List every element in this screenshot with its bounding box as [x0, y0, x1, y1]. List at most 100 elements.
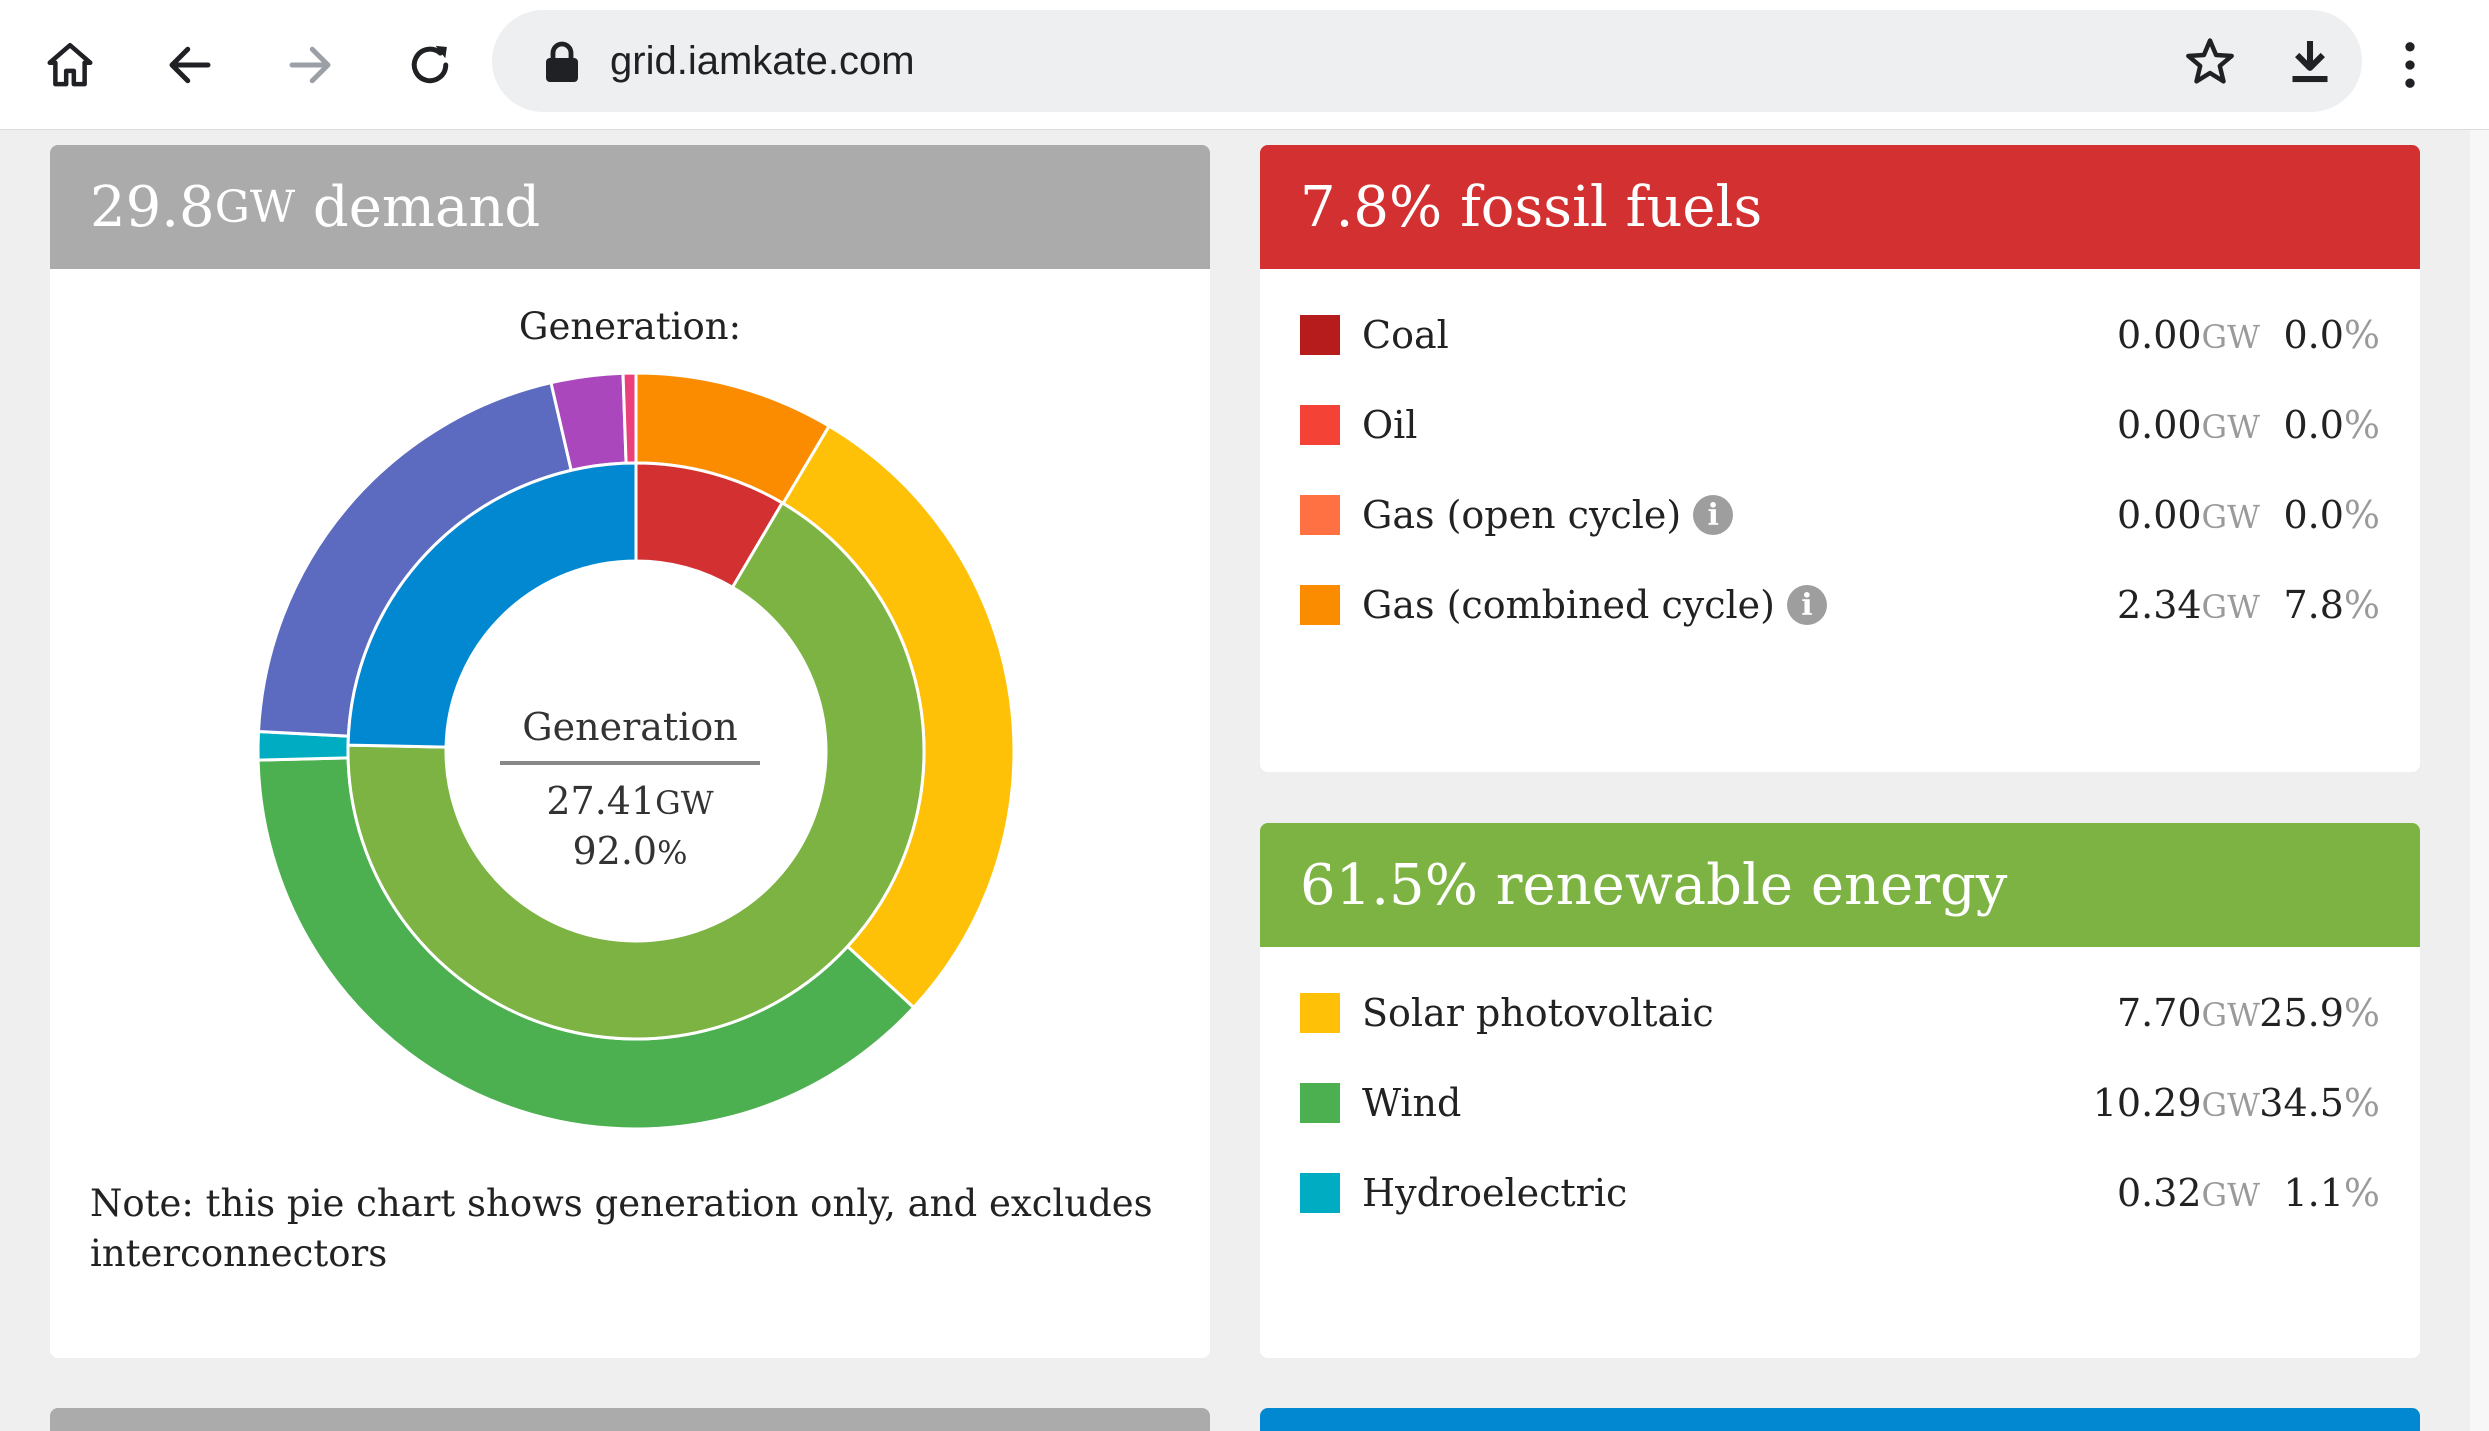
legend-pct-unit: %	[2343, 1081, 2380, 1125]
legend-swatch	[1300, 585, 1340, 625]
download-icon[interactable]	[2282, 34, 2338, 90]
generation-donut-chart	[256, 371, 1016, 1131]
legend-gw: 10.29GW	[2093, 1081, 2260, 1125]
next-card-left-header	[50, 1408, 1210, 1431]
legend-pct-unit: %	[2343, 991, 2380, 1035]
legend-pct: 7.8%	[2283, 583, 2380, 627]
legend-gw: 0.00GW	[2117, 313, 2260, 357]
legend-label: Coal	[1362, 313, 1449, 357]
legend-pct-value: 0.0	[2283, 403, 2344, 447]
legend-pct: 0.0%	[2283, 493, 2380, 537]
more-vert-icon	[2405, 42, 2415, 88]
outer-slice-segment-7[interactable]	[621, 371, 638, 465]
donut-center-label: Generation 27.41GW 92.0%	[450, 705, 810, 877]
legend-pct-value: 0.0	[2283, 313, 2344, 357]
home-button[interactable]	[35, 30, 105, 100]
center-pct-line: 92.0%	[450, 827, 810, 877]
legend-gw-unit: GW	[2201, 408, 2260, 446]
legend-pct-value: 7.8	[2283, 583, 2344, 627]
outer-ring	[256, 371, 1016, 1131]
demand-unit: GW	[214, 181, 296, 233]
legend-label: Solar photovoltaic	[1362, 991, 1714, 1035]
legend-label-text: Gas (combined cycle)	[1362, 583, 1775, 627]
legend-gw-value: 10.29	[2092, 1081, 2202, 1125]
next-card-right-header	[1260, 1408, 2420, 1431]
legend-swatch	[1300, 315, 1340, 355]
legend-label: Gas (combined cycle) i	[1362, 583, 1827, 627]
legend-label-text: Gas (open cycle)	[1362, 493, 1682, 537]
legend-swatch	[1300, 993, 1340, 1033]
legend-row-gas-open-cycle: Gas (open cycle) i 0.00GW 0.0%	[1300, 485, 2380, 545]
center-divider	[500, 761, 760, 765]
legend-row-hydroelectric: Hydroelectric 0.32GW 1.1%	[1300, 1163, 2380, 1223]
legend-pct-unit: %	[2343, 493, 2380, 537]
legend-pct-value: 25.9	[2259, 991, 2344, 1035]
legend-row-coal: Coal 0.00GW 0.0%	[1300, 305, 2380, 365]
legend-label: Oil	[1362, 403, 1417, 447]
generation-title: Generation:	[518, 305, 742, 348]
legend-pct-value: 1.1	[2283, 1171, 2344, 1215]
legend-gw: 2.34GW	[2117, 583, 2260, 627]
legend-pct: 0.0%	[2283, 313, 2380, 357]
demand-value: 29.8	[90, 174, 215, 240]
info-icon[interactable]: i	[1693, 495, 1734, 535]
inner-slice-other[interactable]	[346, 461, 638, 749]
legend-pct-unit: %	[2343, 313, 2380, 357]
center-value: 27.41	[546, 779, 656, 823]
legend-pct-value: 34.5	[2259, 1081, 2344, 1125]
legend-label: Gas (open cycle) i	[1362, 493, 1734, 537]
legend-row-gas-combined-cycle: Gas (combined cycle) i 2.34GW 7.8%	[1300, 575, 2380, 635]
legend-gw-value: 0.00	[2116, 493, 2202, 537]
legend-gw-unit: GW	[2201, 996, 2260, 1034]
forward-button[interactable]	[275, 30, 345, 100]
legend-swatch	[1300, 1173, 1340, 1213]
reload-button[interactable]	[395, 30, 465, 100]
center-pct-unit: %	[657, 834, 688, 872]
info-icon[interactable]: i	[1786, 585, 1827, 625]
inner-ring	[346, 461, 926, 1041]
legend-gw: 0.32GW	[2117, 1171, 2260, 1215]
chart-note: Note: this pie chart shows generation on…	[90, 1182, 1153, 1275]
page-scrollbar[interactable]	[2470, 130, 2489, 1431]
legend-pct: 34.5%	[2259, 1081, 2380, 1125]
demand-label: demand	[295, 174, 541, 240]
legend-pct-unit: %	[2343, 403, 2380, 447]
fossil-fuels-card: 7.8% fossil fuels Coal 0.00GW 0.0% Oil 0.00G…	[1260, 145, 2420, 772]
legend-gw-value: 0.00	[2116, 403, 2202, 447]
legend-label-text: Oil	[1362, 403, 1418, 447]
legend-pct: 25.9%	[2259, 991, 2380, 1035]
legend-label: Wind	[1362, 1081, 1461, 1125]
center-unit: GW	[655, 784, 714, 822]
renewable-energy-card: 61.5% renewable energy Solar photovoltai…	[1260, 823, 2420, 1358]
renewable-header: 61.5% renewable energy	[1260, 823, 2420, 947]
legend-pct-unit: %	[2343, 1171, 2380, 1215]
legend-label-text: Wind	[1362, 1081, 1462, 1125]
legend-gw-value: 0.32	[2116, 1171, 2202, 1215]
browser-toolbar: grid.iamkate.com	[0, 0, 2489, 130]
legend-gw-value: 2.34	[2116, 583, 2202, 627]
legend-swatch	[1300, 495, 1340, 535]
demand-card: 29.8 GW demand Generation: Generation 27.…	[50, 145, 1210, 1358]
center-value-line: 27.41GW	[450, 777, 810, 827]
legend-pct: 0.0%	[2283, 403, 2380, 447]
legend-label-text: Coal	[1362, 313, 1449, 357]
url-text[interactable]: grid.iamkate.com	[610, 39, 915, 83]
star-icon[interactable]	[2182, 34, 2238, 90]
more-menu-button[interactable]	[2385, 30, 2435, 100]
legend-gw-unit: GW	[2201, 1176, 2260, 1214]
address-bar[interactable]: grid.iamkate.com	[492, 10, 2362, 112]
inner-slice-renewable[interactable]	[346, 500, 926, 1041]
legend-gw-unit: GW	[2201, 588, 2260, 626]
legend-row-wind: Wind 10.29GW 34.5%	[1300, 1073, 2380, 1133]
back-button[interactable]	[155, 30, 225, 100]
legend-pct-unit: %	[2343, 583, 2380, 627]
demand-header: 29.8 GW demand	[50, 145, 1210, 269]
legend-swatch	[1300, 405, 1340, 445]
legend-gw: 0.00GW	[2117, 493, 2260, 537]
legend-label: Hydroelectric	[1362, 1171, 1627, 1215]
legend-gw: 7.70GW	[2117, 991, 2260, 1035]
reload-icon	[411, 45, 449, 84]
legend-label-text: Hydroelectric	[1362, 1171, 1628, 1215]
fossil-header: 7.8% fossil fuels	[1260, 145, 2420, 269]
legend-swatch	[1300, 1083, 1340, 1123]
